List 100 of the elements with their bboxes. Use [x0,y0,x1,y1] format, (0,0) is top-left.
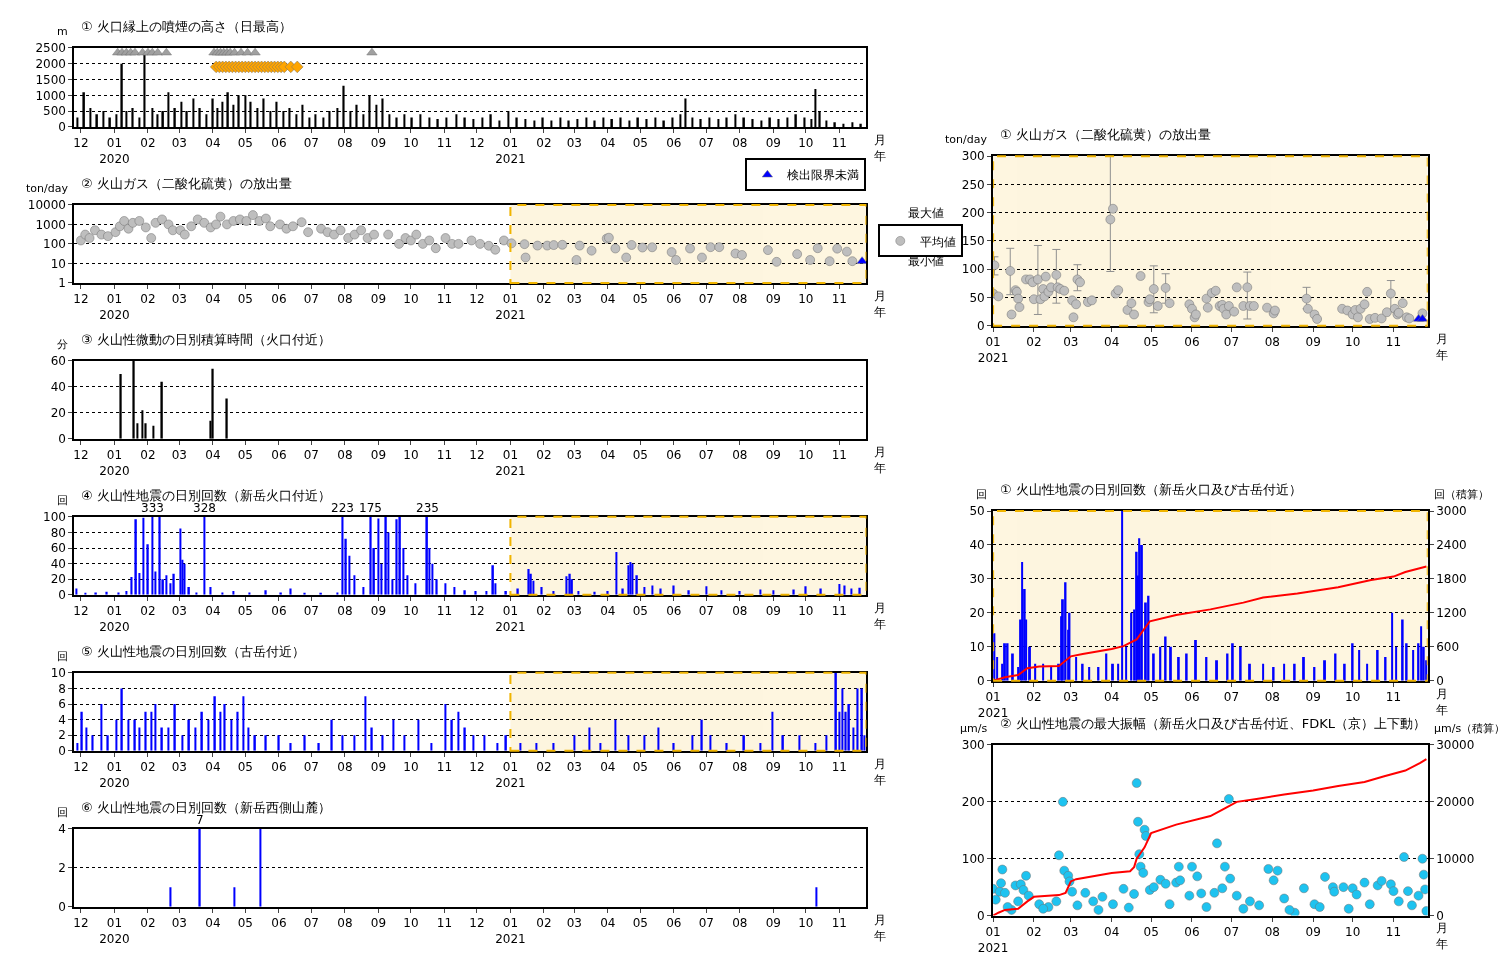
text: 月年 [874,445,886,475]
y-tick-label: 30 [969,572,985,587]
x-tick-label: 08 [732,448,748,463]
annotation: 328 [193,501,216,515]
annotation: 7 [196,813,204,827]
x-tick-label: 01 2020 [99,448,130,478]
y-tick-label: 20 [50,406,66,421]
chart-title: ⑤ 火山性地震の日別回数（古岳付近） [81,644,305,659]
y2-tick-label: 10000 [1436,851,1475,866]
x-tick-label: 07 [698,448,714,463]
x-tick-label: 03 [171,292,187,307]
x-tick-label: 10 [1345,335,1361,350]
x-tick-label: 12 [469,916,485,931]
x-tick-label: 07 [1223,924,1240,939]
x-tick-label: 01 2020 [99,292,130,322]
x-tick-label: 09 [370,604,387,619]
x-tick-label: 10 [403,136,419,151]
x-tick-label: 03 [1063,335,1079,350]
x-tick-label: 07 [303,136,319,151]
x-tick-label: 05 [237,292,253,307]
x-tick-label: 12 [469,760,485,775]
x-tick-label: 02 [1026,690,1042,705]
x-tick-label: 11 [436,604,453,619]
x-tick-label: 09 [765,292,781,307]
x-tick-label: 01 2021 [495,604,526,634]
x-tick-label: 07 [1223,335,1240,350]
text: 月年 [1436,687,1448,717]
y-tick-label: 40 [969,538,985,553]
x-tick-label: 09 [1305,335,1321,350]
annotation: 175 [359,501,382,515]
x-tick-label: 09 [765,604,781,619]
x-tick-label: 06 [271,604,287,619]
text: 最大値 [908,206,944,220]
y-tick-label: 0 [58,432,66,447]
x-tick-label: 08 [1264,690,1280,705]
x-tick-label: 12 [469,292,485,307]
x-tick-label: 07 [303,604,319,619]
x-tick-label: 12 [73,760,89,775]
x-tick-label: 04 [205,448,221,463]
y-tick-label: 100 [43,510,66,525]
chart-title: ① 火山ガス（二酸化硫黄）の放出量 [1000,127,1211,142]
x-tick-label: 12 [73,916,89,931]
x-tick-label: 11 [1385,335,1402,350]
x-tick-label: 09 [370,448,387,463]
x-tick-label: 10 [403,448,419,463]
x-tick-label: 09 [765,916,781,931]
y2-tick-label: 0 [1436,673,1444,688]
x-tick-label: 01 2021 [495,760,526,790]
x-tick-label: 10 [1345,690,1361,705]
x-tick-label: 04 [205,292,221,307]
x-tick-label: 03 [171,760,187,775]
x-tick-label: 12 [469,136,485,151]
y-tick-label: 2000 [35,56,66,71]
chart-title: ③ 火山性微動の日別積算時間（火口付近） [81,332,331,347]
chart-title: ② 火山ガス（二酸化硫黄）の放出量 [81,176,292,191]
x-tick-label: 09 [370,760,387,775]
x-tick-label: 09 [765,760,781,775]
y-tick-label: 50 [969,290,985,305]
y-tick-label: 10000 [27,198,66,213]
y-tick-label: 0 [58,588,66,603]
x-tick-label: 04 [1104,335,1120,350]
x-tick-label: 07 [698,136,714,151]
x-tick-label: 06 [666,604,682,619]
y-tick-label: 20 [969,605,985,620]
x-tick-label: 05 [632,448,648,463]
x-tick-label: 10 [403,760,419,775]
x-tick-label: 06 [271,136,287,151]
x-tick-label: 04 [1104,924,1120,939]
x-tick-label: 01 2021 [495,916,526,946]
x-tick-label: 03 [566,604,582,619]
x-tick-label: 03 [1063,690,1079,705]
x-tick-label: 05 [632,760,648,775]
y2-tick-label: 1800 [1436,572,1467,587]
x-tick-label: 07 [303,292,319,307]
y-axis-title: ton/day [945,133,988,146]
chart-title: ① 火口縁上の噴煙の高さ（日最高） [81,19,292,34]
chart-title: ⑥ 火山性地震の日別回数（新岳西側山麓） [81,800,331,815]
y-tick-label: 0 [58,744,66,759]
x-tick-label: 09 [370,916,387,931]
x-tick-label: 07 [698,916,714,931]
y-tick-label: 4 [58,822,66,837]
y-axis-title: 回 [57,650,68,663]
x-tick-label: 08 [337,448,353,463]
x-tick-label: 06 [271,292,287,307]
x-tick-label: 01 2020 [99,760,130,790]
x-tick-label: 11 [1385,690,1402,705]
x-tick-label: 09 [1305,690,1321,705]
x-tick-label: 04 [205,136,221,151]
y-axis-title: μm/s [960,722,988,735]
x-tick-label: 05 [1143,924,1159,939]
x-tick-label: 04 [600,448,616,463]
x-tick-label: 05 [1143,690,1159,705]
x-tick-label: 10 [1345,924,1361,939]
x-tick-label: 03 [171,604,187,619]
x-tick-label: 11 [831,604,847,619]
x-tick-label: 02 [536,136,552,151]
y-tick-label: 60 [50,541,66,556]
x-tick-label: 12 [73,448,89,463]
x-tick-label: 02 [140,448,156,463]
chart-title: ② 火山性地震の最大振幅（新岳火口及び古岳付近、FDKL（京）上下動） [1000,716,1427,731]
